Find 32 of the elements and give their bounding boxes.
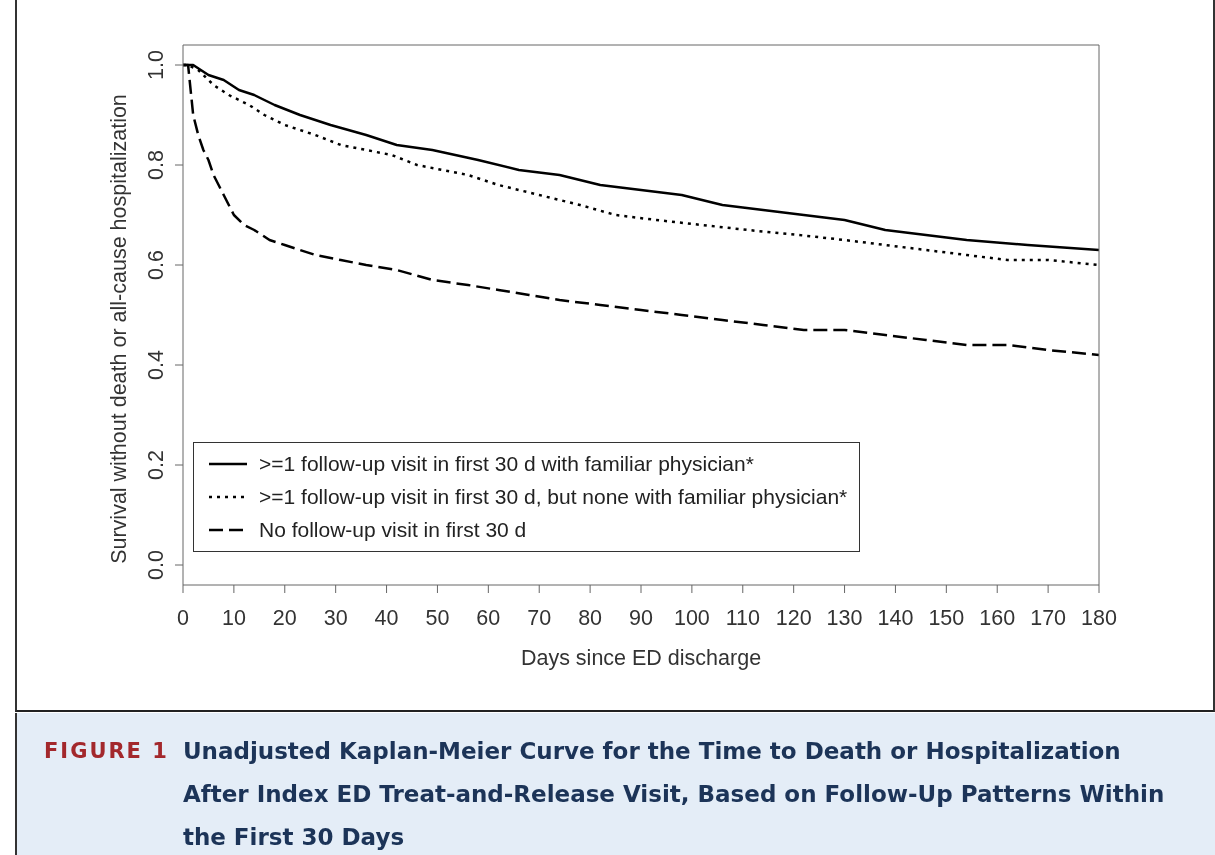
x-tick-label: 60 <box>476 606 501 631</box>
x-tick-label: 80 <box>578 606 603 631</box>
y-tick-label: 0.6 <box>144 250 168 280</box>
x-tick-label: 70 <box>527 606 552 631</box>
y-tick-label: 0.2 <box>144 450 168 480</box>
x-tick-label: 20 <box>272 606 297 631</box>
x-axis-title: Days since ED discharge <box>520 646 762 670</box>
x-tick-label: 170 <box>1030 606 1067 631</box>
y-tick-label: 1.0 <box>144 50 168 80</box>
y-tick-label: 0.0 <box>144 550 168 580</box>
legend-label: >=1 follow-up visit in first 30 d, but none with familiar physician* <box>259 484 848 509</box>
x-tick-label: 40 <box>374 606 399 631</box>
x-tick-label: 150 <box>928 606 965 631</box>
x-tick-label: 110 <box>725 606 760 631</box>
x-tick-label: 160 <box>979 606 1016 631</box>
x-tick-label: 140 <box>877 606 914 631</box>
x-tick-label: 50 <box>425 606 450 631</box>
y-axis-title: Survival without death or all-cause hospitalization <box>107 94 131 564</box>
y-tick-label: 0.4 <box>144 350 168 380</box>
x-tick-label: 100 <box>673 606 710 631</box>
x-tick-label: 90 <box>629 606 653 631</box>
legend-label: No follow-up visit in first 30 d <box>259 517 527 542</box>
x-tick-label: 130 <box>826 606 863 631</box>
y-tick-label: 0.8 <box>144 150 168 180</box>
x-tick-label: 10 <box>221 606 246 631</box>
x-tick-label: 120 <box>775 606 812 631</box>
x-tick-label: 180 <box>1081 606 1117 631</box>
caption: FIGURE 1 <box>44 739 169 763</box>
legend-label: >=1 follow-up visit in first 30 d with familiar physician* <box>259 451 754 476</box>
x-tick-label: 30 <box>323 606 348 631</box>
text: Unadjusted Kaplan-Meier Curve for the Time to Death or Hospitalization After Index ED Treat-and-Release Visit, Based on Follow-Up Patterns Within the First 30 Days <box>182 738 1165 850</box>
x-tick-label: 0 <box>177 606 190 631</box>
